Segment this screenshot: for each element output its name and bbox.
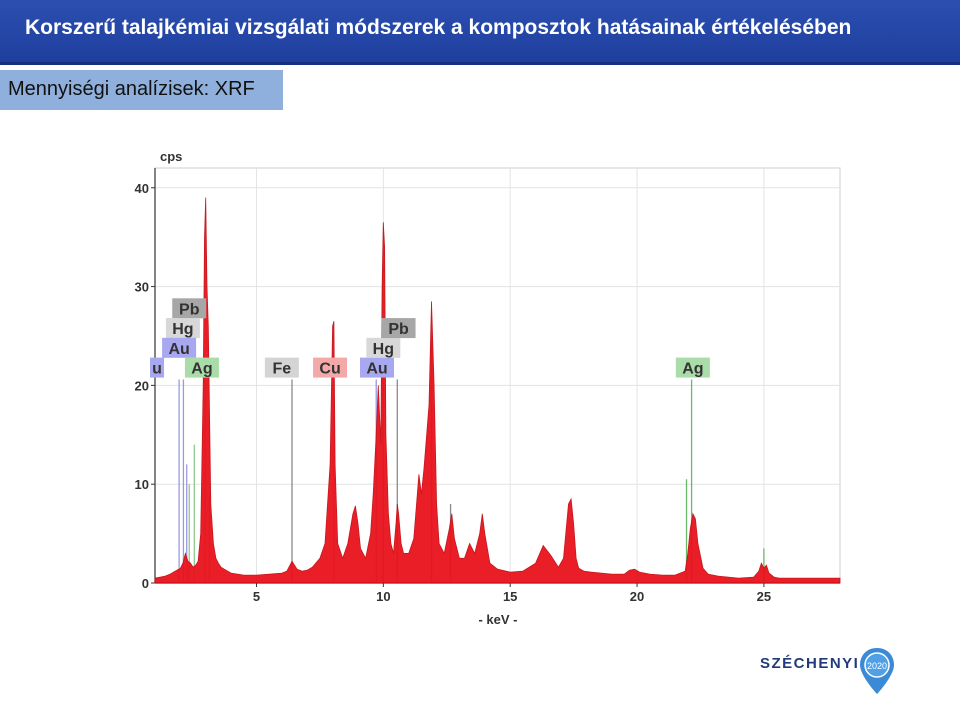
- y-tick-label: 30: [135, 280, 149, 295]
- element-label-box: [366, 337, 401, 358]
- element-label-box: [184, 357, 219, 378]
- element-label: Pb: [179, 301, 200, 318]
- y-tick-label: 0: [142, 576, 149, 591]
- element-label-box: [162, 337, 197, 358]
- y-tick-label: 20: [135, 378, 149, 393]
- x-tick-label: 10: [376, 589, 390, 604]
- section-label: Mennyiségi analízisek: XRF: [8, 78, 255, 100]
- element-label-box: [264, 357, 299, 378]
- element-label-box: [313, 357, 348, 378]
- y-axis-title: cps: [160, 149, 182, 164]
- xrf-spectrum-chart: 0 10 20 30 40 5 10 15 20 25 cps - keV - Pb Hg Au Ag Fe Cu…: [110, 146, 850, 631]
- szechenyi-2020-logo: SZÉCHENYI 2020: [732, 632, 928, 702]
- element-label-box: [381, 318, 416, 339]
- page-title: Korszerű talajkémiai vizsgálati módszere…: [25, 16, 852, 39]
- element-label-box: [150, 357, 165, 378]
- x-tick-label: 5: [253, 589, 260, 604]
- x-tick-label: 20: [630, 589, 644, 604]
- element-label: Ag: [682, 361, 703, 378]
- element-label: Fe: [273, 361, 292, 378]
- element-label-box: [172, 298, 207, 319]
- x-tick-label: 25: [757, 589, 771, 604]
- element-label: Pb: [388, 321, 409, 338]
- location-pin-icon: 2020: [860, 648, 894, 694]
- y-tick-label: 40: [135, 181, 149, 196]
- section-label-box: Mennyiségi analízisek: XRF: [0, 70, 283, 110]
- x-tick-label: 15: [503, 589, 517, 604]
- element-label-box: [359, 357, 394, 378]
- element-label: Ag: [191, 361, 212, 378]
- element-label: Au: [168, 341, 189, 358]
- y-tick-label: 10: [135, 477, 149, 492]
- element-label: Hg: [172, 321, 193, 338]
- element-label: Cu: [319, 361, 340, 378]
- element-label-box: [675, 357, 710, 378]
- element-label: u: [152, 361, 162, 378]
- element-label: Au: [366, 361, 387, 378]
- logo-badge-text: 2020: [867, 661, 887, 671]
- element-label-box: [165, 318, 200, 339]
- header-bar: Korszerű talajkémiai vizsgálati módszere…: [0, 0, 960, 65]
- element-label: Hg: [373, 341, 394, 358]
- spectrum-area: [154, 197, 841, 584]
- x-axis-title: - keV -: [478, 612, 517, 627]
- logo-wordmark: SZÉCHENYI: [760, 655, 860, 672]
- plot-area: [154, 167, 841, 584]
